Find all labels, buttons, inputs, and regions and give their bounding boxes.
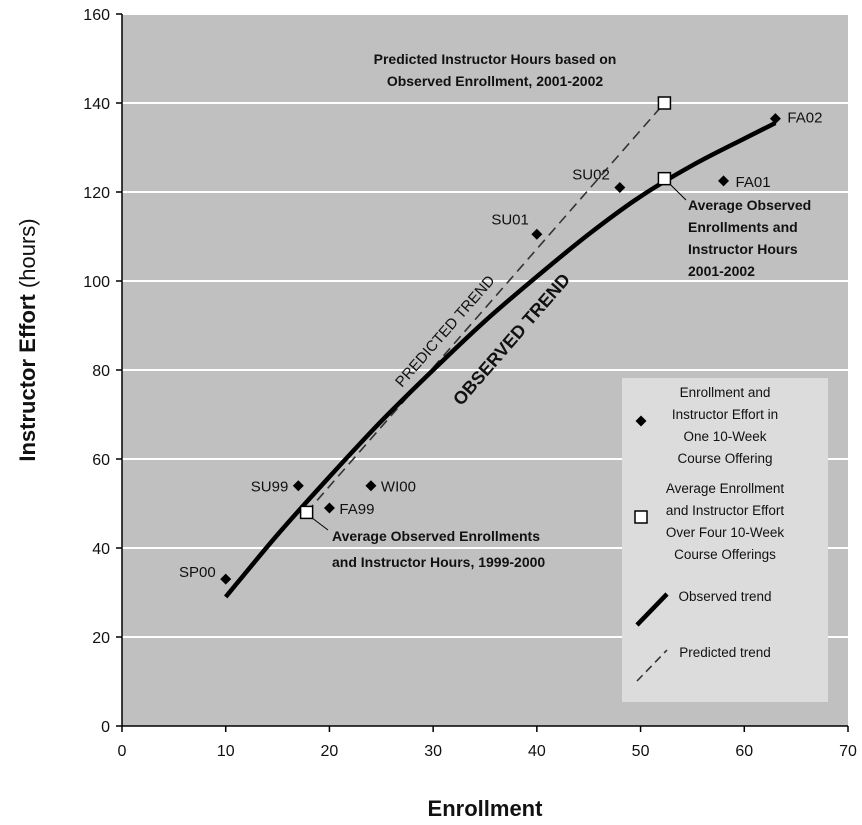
- offering-label: SU01: [491, 211, 529, 228]
- annotation-leader: [670, 184, 687, 201]
- legend-label: Observed trend: [678, 589, 771, 604]
- offering-label: SP00: [179, 564, 216, 581]
- legend-label: Average Enrollment: [666, 481, 785, 496]
- x-tick-label: 60: [735, 743, 753, 760]
- observed-trend-line: [223, 121, 777, 599]
- legend-label: Course Offering: [677, 451, 772, 466]
- offering-point: [292, 480, 304, 492]
- offering-point: [614, 182, 626, 194]
- annotation-text: Observed Enrollment, 2001-2002: [387, 73, 604, 89]
- predicted-trend-line: [306, 102, 666, 513]
- legend-symbol-thick-line: [635, 592, 669, 627]
- annotation-text: Instructor Hours: [688, 241, 798, 257]
- legend-symbol-square: [634, 510, 648, 524]
- grid-lines: [122, 13, 848, 638]
- annotation-text: and Instructor Hours, 1999-2000: [332, 554, 545, 570]
- offering-label: FA02: [787, 110, 822, 127]
- offering-label: FA01: [736, 174, 771, 191]
- y-tick-label: 60: [92, 452, 110, 469]
- legend-label: Instructor Effort in: [672, 407, 778, 422]
- y-tick-label: 160: [83, 7, 110, 24]
- offering-point: [323, 502, 335, 514]
- x-tick-label: 10: [217, 743, 235, 760]
- offering-point: [365, 480, 377, 492]
- y-tick-label: 40: [92, 541, 110, 558]
- legend: Enrollment and Instructor Effort in One 10…: [622, 378, 828, 702]
- x-axis-title: Enrollment: [428, 796, 544, 821]
- offering-label: WI00: [381, 479, 416, 496]
- legend-label: Predicted trend: [679, 645, 771, 660]
- offering-point: [531, 228, 543, 240]
- legend-box: [622, 378, 828, 702]
- legend-label: Course Offerings: [674, 547, 776, 562]
- y-tick-label: 120: [83, 185, 110, 202]
- legend-label: Over Four 10-Week: [666, 525, 785, 540]
- legend-symbol-diamond: [635, 415, 647, 427]
- offering-label: SU99: [251, 479, 289, 496]
- tick-labels: 0 10 20 30 40 50 60 70 0 20 40 60 80 100 120 140 160: [83, 7, 857, 760]
- offering-label: SU02: [572, 167, 610, 184]
- y-axis-title-unit: (hours): [15, 218, 40, 288]
- y-tick-label: 80: [92, 363, 110, 380]
- y-tick-label: 140: [83, 96, 110, 113]
- offering-point: [220, 573, 232, 585]
- offering-label: FA99: [339, 501, 374, 518]
- x-tick-label: 50: [632, 743, 650, 760]
- legend-symbol-dashed-line: [636, 649, 668, 682]
- annotation-text: 2001-2002: [688, 263, 755, 279]
- average-points: [299, 96, 672, 520]
- y-axis-title-main: Instructor Effort: [15, 288, 40, 462]
- x-tick-label: 0: [118, 743, 127, 760]
- x-tick-label: 20: [321, 743, 339, 760]
- average-point: [657, 171, 672, 186]
- y-tick-label: 0: [101, 719, 110, 736]
- x-tick-label: 70: [839, 743, 857, 760]
- x-tick-label: 40: [528, 743, 546, 760]
- annotations: Predicted Instructor Hours based on Obser…: [312, 51, 811, 570]
- annotation-text: Average Observed: [688, 197, 811, 213]
- axes: [116, 13, 849, 732]
- x-tick-label: 30: [424, 743, 442, 760]
- annotation-text: Enrollments and: [688, 219, 798, 235]
- offering-point: [769, 113, 781, 125]
- offering-point: [718, 175, 730, 187]
- y-axis-title: Instructor Effort (hours): [15, 218, 40, 461]
- legend-label: and Instructor Effort: [666, 503, 785, 518]
- annotation-text: Average Observed Enrollments: [332, 528, 540, 544]
- y-tick-label: 20: [92, 630, 110, 647]
- annotation-text: Predicted Instructor Hours based on: [374, 51, 617, 67]
- legend-label: One 10-Week: [683, 429, 766, 444]
- legend-label: Enrollment and: [680, 385, 771, 400]
- annotation-leader: [312, 518, 329, 531]
- y-tick-label: 100: [83, 274, 110, 291]
- average-point: [299, 505, 314, 520]
- offering-points: SP00 SU99 FA99 WI00 SU01 SU02 FA01 FA02: [179, 110, 822, 585]
- average-point: [657, 96, 672, 110]
